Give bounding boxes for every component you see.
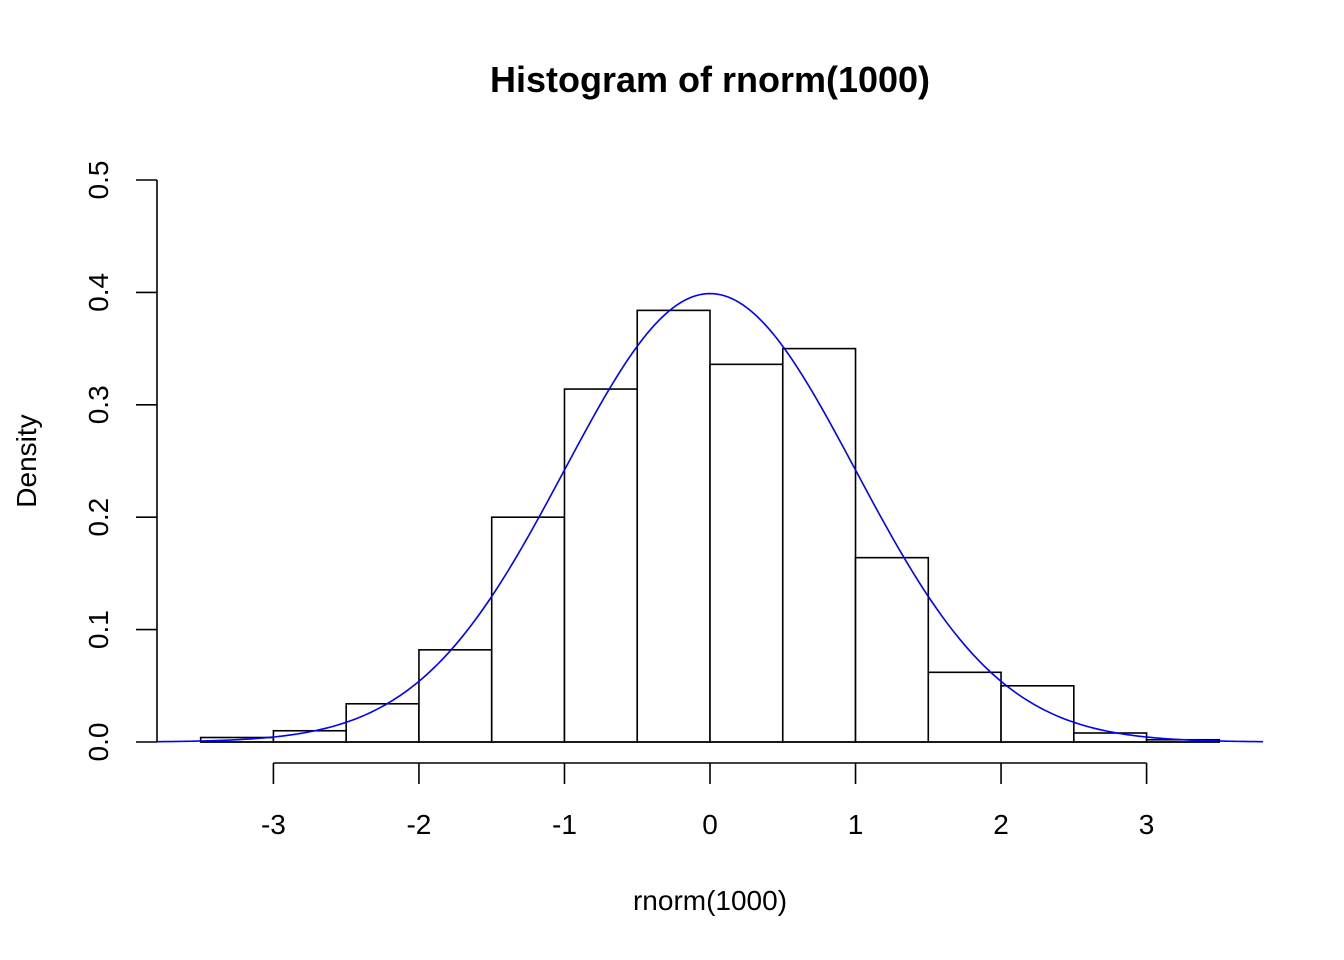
y-tick-label: 0.3: [83, 385, 114, 424]
histogram-bar-9: [781, 347, 857, 743]
y-tick-label: 0.4: [83, 273, 114, 312]
y-tick-label: 0.0: [83, 723, 114, 762]
x-axis-label: rnorm(1000): [633, 885, 787, 916]
chart-title: Histogram of rnorm(1000): [490, 59, 930, 100]
histogram-bar-12: [1000, 684, 1075, 743]
histogram-bar-13: [1073, 732, 1148, 743]
histogram-bar-6: [563, 388, 639, 743]
histogram-bar-10: [854, 556, 930, 743]
y-tick-label: 0.5: [83, 161, 114, 200]
y-axis-label: Density: [11, 414, 42, 507]
histogram-bar-3: [345, 702, 420, 743]
x-tick-label: 3: [1139, 809, 1155, 840]
y-tick-label: 0.1: [83, 610, 114, 649]
histogram-bar-11: [927, 671, 1002, 743]
x-tick-label: 1: [848, 809, 864, 840]
histogram-bar-7: [636, 309, 711, 743]
x-axis: -3 -2 -1 0 1 2 3: [261, 762, 1155, 840]
x-tick-label: -1: [552, 809, 577, 840]
x-tick-label: 2: [993, 809, 1009, 840]
histogram-bar-8: [709, 363, 784, 743]
histogram-bars: [199, 309, 1221, 743]
normal-density-curve: [156, 292, 1264, 743]
y-axis: 0.0 0.1 0.2 0.3 0.4 0.5: [83, 161, 158, 762]
x-tick-label: -3: [261, 809, 286, 840]
x-tick-label: -2: [406, 809, 431, 840]
histogram-bar-4: [418, 649, 493, 743]
histogram-bar-5: [490, 516, 566, 743]
y-tick-label: 0.2: [83, 498, 114, 537]
x-tick-label: 0: [702, 809, 718, 840]
